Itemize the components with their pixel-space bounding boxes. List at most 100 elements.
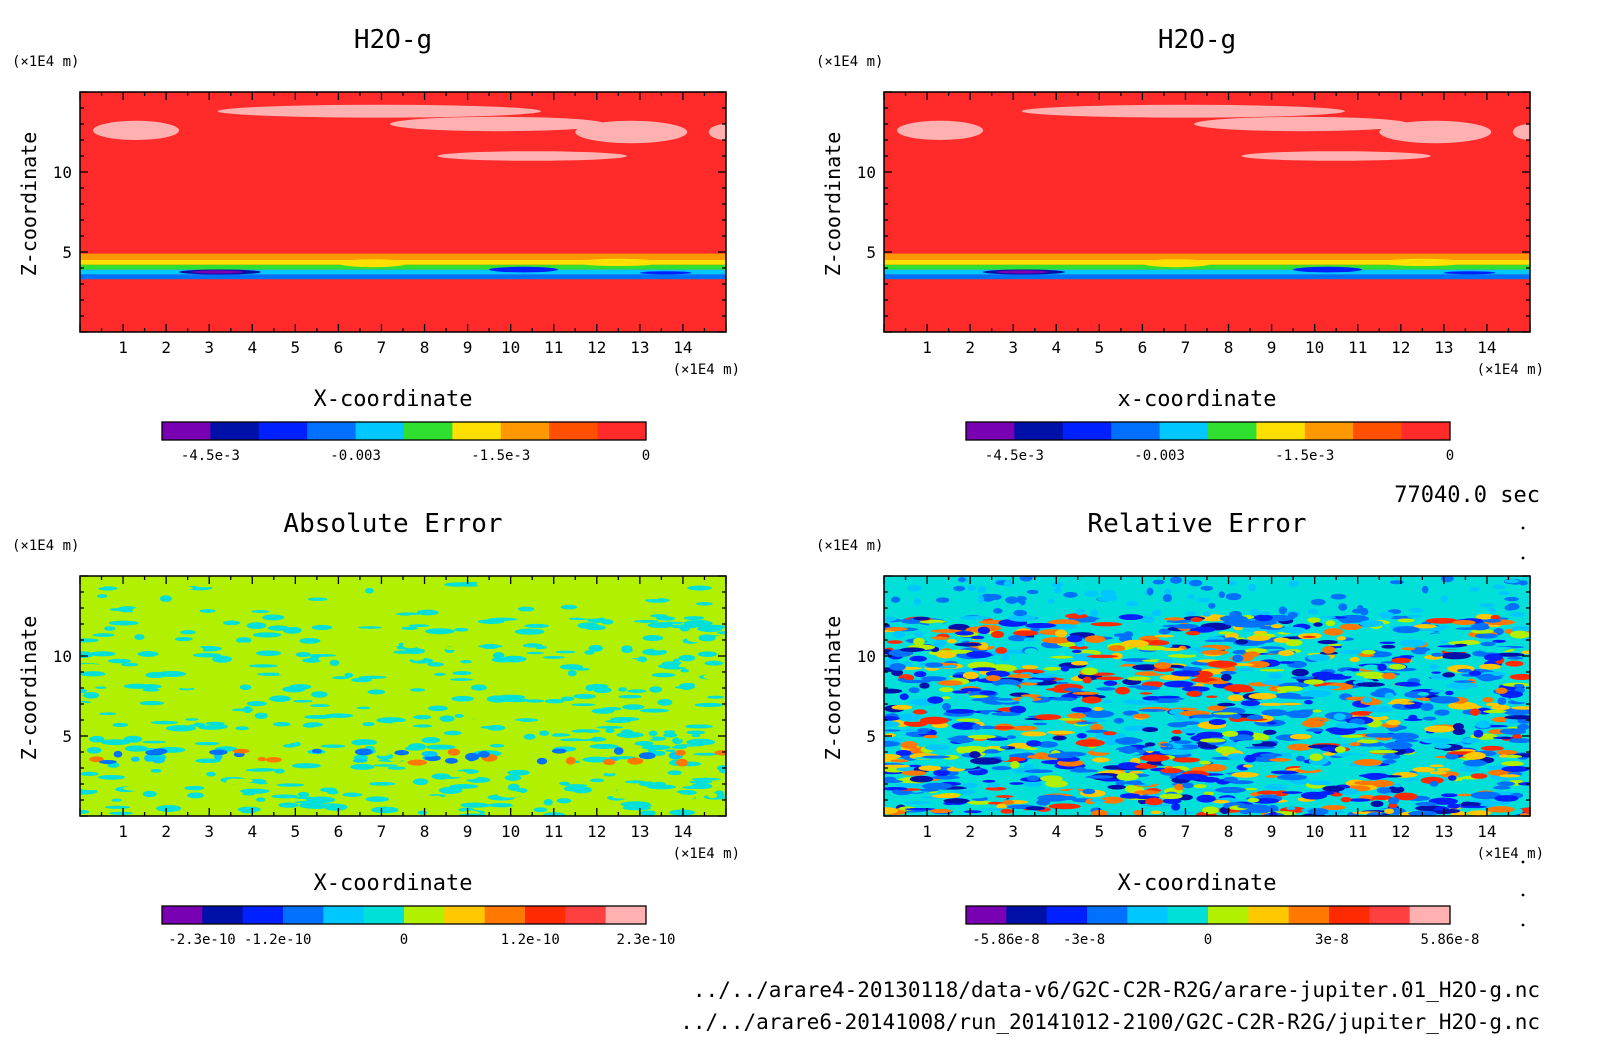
error-patch — [235, 726, 249, 731]
error-patch — [104, 805, 131, 809]
error-patch — [985, 786, 1007, 791]
error-patch — [446, 772, 470, 778]
y-unit-label: (×1E4 m) — [12, 538, 79, 554]
error-patch — [535, 723, 555, 727]
error-patch — [943, 798, 970, 804]
error-patch — [1060, 665, 1070, 672]
colorbar-frame — [161, 905, 647, 925]
colorbar-swatch — [452, 422, 502, 440]
error-patch — [1303, 679, 1325, 685]
error-patch — [972, 723, 982, 731]
error-patch — [1434, 709, 1450, 716]
error-patch — [113, 750, 123, 758]
error-patch — [1491, 704, 1511, 711]
error-patch — [1175, 773, 1208, 781]
layer-core — [338, 259, 408, 268]
error-patch — [1279, 626, 1307, 634]
error-patch — [80, 771, 99, 776]
error-patch — [1384, 808, 1395, 814]
error-patch — [278, 802, 299, 808]
error-patch — [447, 748, 461, 756]
error-patch — [478, 663, 502, 670]
error-patch — [977, 626, 990, 635]
error-patch — [527, 633, 556, 639]
error-patch — [1443, 649, 1472, 653]
x-tick-label: 7 — [377, 822, 387, 841]
error-patch — [1204, 639, 1228, 643]
error-patch — [1457, 793, 1474, 797]
error-patch — [1139, 754, 1170, 762]
error-patch — [965, 651, 992, 659]
x-tick-label: 8 — [420, 822, 430, 841]
error-patch — [677, 733, 687, 740]
error-patch — [514, 718, 539, 722]
error-patch — [326, 616, 356, 622]
error-patch — [1391, 703, 1405, 709]
error-patch — [311, 691, 328, 698]
error-patch — [910, 661, 920, 667]
error-patch — [228, 778, 254, 784]
colorbar-swatch — [202, 906, 244, 924]
error-patch — [1361, 649, 1376, 655]
error-patch — [176, 676, 207, 684]
error-patch — [201, 687, 230, 691]
error-patch — [80, 809, 90, 814]
error-patch — [1486, 806, 1515, 813]
error-patch — [1467, 799, 1495, 803]
error-patch — [1086, 719, 1108, 723]
colorbar-tick-label: -4.5e-3 — [181, 448, 240, 464]
x-tick-label: 3 — [204, 822, 214, 841]
error-patch — [1076, 733, 1087, 739]
error-patch — [603, 772, 616, 777]
error-patch — [401, 637, 414, 645]
error-patch — [1366, 775, 1383, 780]
error-patch — [1406, 760, 1435, 766]
y-tick-label: 10 — [53, 163, 72, 182]
error-patch — [1308, 780, 1331, 786]
error-patch — [555, 650, 576, 654]
error-patch — [1413, 624, 1437, 629]
error-patch — [1068, 645, 1089, 650]
error-patch — [960, 688, 982, 692]
error-patch — [1201, 806, 1219, 814]
error-patch — [884, 729, 901, 732]
colorbar-swatch — [1304, 422, 1354, 440]
error-patch — [1126, 676, 1151, 681]
colorbar-swatch — [1248, 906, 1290, 924]
error-patch — [884, 741, 901, 747]
error-patch — [1428, 664, 1439, 670]
error-patch — [1429, 689, 1444, 693]
error-patch — [908, 687, 920, 694]
error-patch — [665, 613, 681, 617]
error-patch — [894, 713, 921, 721]
error-patch — [1159, 793, 1183, 800]
error-patch — [967, 584, 976, 592]
error-patch — [1021, 679, 1044, 683]
error-patch — [959, 745, 988, 753]
error-patch — [83, 691, 100, 699]
error-patch — [551, 721, 580, 728]
error-patch — [112, 722, 129, 728]
error-patch — [520, 576, 540, 583]
error-patch — [99, 791, 119, 799]
error-patch — [323, 803, 348, 811]
error-patch — [1429, 764, 1445, 768]
error-patch — [967, 800, 992, 805]
error-patch — [80, 638, 99, 643]
error-patch — [652, 750, 666, 756]
error-patch — [156, 649, 172, 654]
layer-core — [639, 271, 692, 275]
error-patch — [466, 753, 477, 762]
error-patch — [1190, 714, 1215, 719]
error-patch — [1372, 795, 1392, 801]
error-patch — [128, 639, 151, 646]
error-patch — [176, 682, 198, 689]
error-patch — [939, 687, 954, 693]
error-patch — [1237, 667, 1255, 672]
error-patch — [86, 746, 102, 754]
colorbar-swatch — [1087, 906, 1128, 924]
error-patch — [130, 756, 140, 762]
